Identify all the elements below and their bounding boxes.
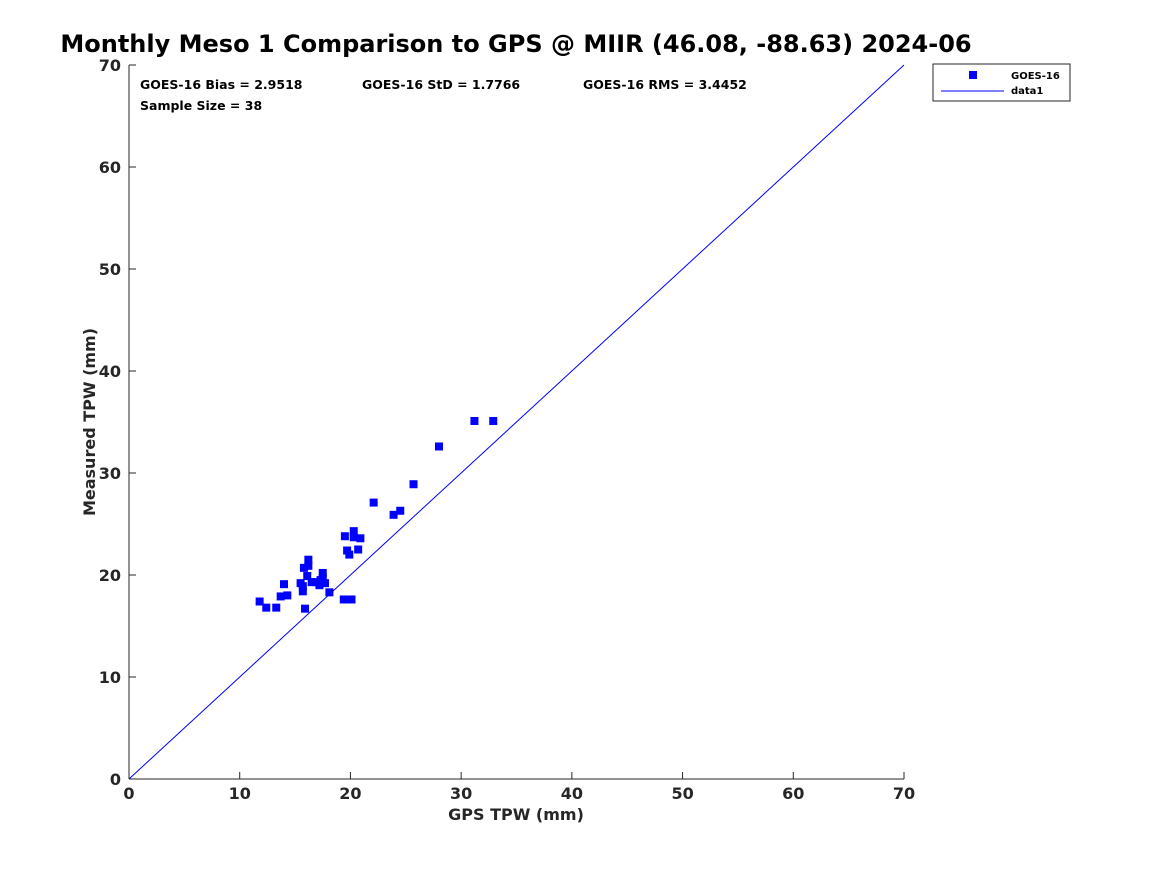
stat-std: GOES-16 StD = 1.7766 <box>362 77 520 92</box>
x-tick-label: 0 <box>123 784 134 803</box>
stat-sample-size: Sample Size = 38 <box>140 98 262 113</box>
scatter-point <box>356 534 365 543</box>
scatter-point <box>272 603 281 612</box>
x-tick-label: 60 <box>782 784 804 803</box>
legend-label-data1: data1 <box>1011 86 1043 97</box>
legend-box <box>932 63 1071 102</box>
y-tick-label: 30 <box>99 464 121 483</box>
x-ticks: 0 10 20 30 40 50 60 70 <box>123 772 915 803</box>
y-tick-label: 60 <box>99 158 121 177</box>
y-tick-label: 10 <box>99 668 121 687</box>
scatter-point <box>307 578 316 587</box>
scatter-point <box>255 597 264 606</box>
scatter-point <box>315 581 324 590</box>
x-axis-label: GPS TPW (mm) <box>448 805 584 824</box>
scatter-point <box>280 580 288 589</box>
scatter-point <box>298 582 307 591</box>
scatter-point <box>301 604 310 613</box>
scatter-point <box>435 442 443 451</box>
scatter-point <box>489 416 498 425</box>
y-ticks: 0 10 20 30 40 50 60 70 <box>99 56 136 789</box>
x-tick-label: 70 <box>893 784 915 803</box>
scatter-point <box>369 498 378 507</box>
plot-area: 0 10 20 30 40 50 60 70 0 10 20 30 40 50 60 70 <box>99 56 915 803</box>
scatter-point <box>325 588 334 597</box>
x-tick-label: 30 <box>450 784 472 803</box>
stat-rms: GOES-16 RMS = 3.4452 <box>583 77 747 92</box>
scatter-point <box>396 506 405 515</box>
scatter-point <box>298 587 307 596</box>
scatter-point <box>349 533 358 542</box>
scatter-point <box>347 595 356 604</box>
y-tick-label: 0 <box>110 770 121 789</box>
scatter-point <box>389 510 398 519</box>
scatter-point <box>299 563 308 572</box>
series-layer <box>128 64 905 780</box>
scatter-point <box>303 572 312 581</box>
scatter-point <box>349 527 358 536</box>
x-tick-label: 10 <box>229 784 251 803</box>
scatter-point <box>354 545 363 554</box>
scatter-point <box>318 568 327 577</box>
y-tick-label: 50 <box>99 260 121 279</box>
y-tick-label: 20 <box>99 566 121 585</box>
scatter-point <box>340 532 349 541</box>
chart-title: Monthly Meso 1 Comparison to GPS @ MIIR … <box>60 30 971 58</box>
scatter-point <box>470 416 479 425</box>
y-tick-label: 70 <box>99 56 121 75</box>
scatter-point <box>339 595 348 604</box>
scatter-point <box>409 480 418 489</box>
stat-bias: GOES-16 Bias = 2.9518 <box>140 77 302 92</box>
scatter-point <box>320 579 329 588</box>
legend: GOES-16 data1 <box>932 63 1071 102</box>
x-tick-label: 20 <box>339 784 361 803</box>
scatter-point <box>304 561 313 570</box>
series-line-data1 <box>128 64 905 780</box>
legend-label-goes16: GOES-16 <box>1011 71 1060 82</box>
x-tick-label: 50 <box>671 784 693 803</box>
x-tick-label: 40 <box>561 784 583 803</box>
y-axis-label: Measured TPW (mm) <box>80 328 99 516</box>
scatter-point <box>276 592 285 601</box>
y-tick-label: 40 <box>99 362 121 381</box>
scatter-point <box>304 555 313 564</box>
scatter-point <box>262 603 271 612</box>
legend-marker-goes16 <box>969 71 977 79</box>
scatter-point <box>343 546 352 555</box>
scatter-point <box>316 576 325 585</box>
scatter-point <box>345 550 354 559</box>
scatter-point <box>283 591 292 600</box>
